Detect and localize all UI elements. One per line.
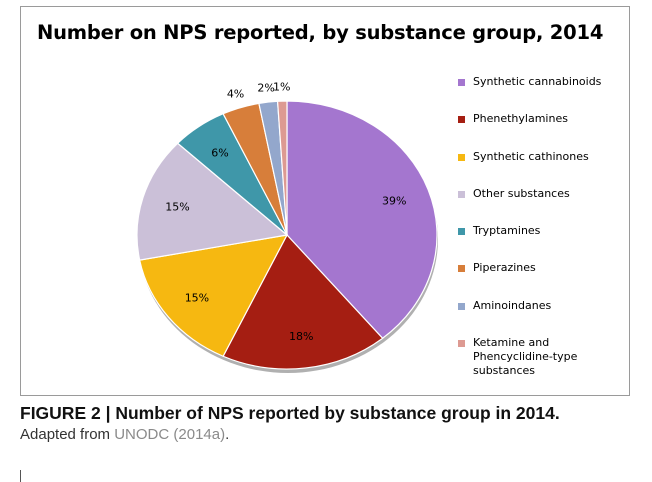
legend-swatch xyxy=(458,153,465,161)
legend: Synthetic cannabinoids Phenethylamines Syn… xyxy=(458,75,630,377)
pct-label-aminoindanes: 2% xyxy=(257,81,274,94)
legend-label: Piperazines xyxy=(473,261,536,275)
pct-label-tryptamines: 6% xyxy=(211,147,228,160)
legend-label: Synthetic cathinones xyxy=(473,149,589,163)
pie-slice-phenethylamines xyxy=(222,233,384,370)
legend-label: Synthetic cannabinoids xyxy=(473,75,602,88)
legend-item-aminoindanes: Aminoindanes xyxy=(458,299,630,336)
legend-label: Ketamine and Phencyclidine-type substanc… xyxy=(473,336,578,378)
legend-label: Aminoindanes xyxy=(473,298,552,312)
pct-label-synthetic-cannabinoids: 39% xyxy=(382,195,406,208)
legend-label: Tryptamines xyxy=(473,224,541,238)
legend-item-tryptamines: Tryptamines xyxy=(458,224,630,261)
chart-title: Number on NPS reported, by substance gro… xyxy=(37,21,604,44)
source-link[interactable]: UNODC (2014a) xyxy=(114,426,226,443)
legend-item-synthetic-cannabinoids: Synthetic cannabinoids xyxy=(458,75,630,112)
legend-item-other-substances: Other substances xyxy=(458,187,630,224)
legend-swatch xyxy=(458,265,465,273)
legend-label: Phenethylamines xyxy=(473,112,568,126)
pct-label-other-substances: 15% xyxy=(165,201,189,214)
caption-suffix: . xyxy=(225,426,230,443)
pie-slice-ketamine-and-phencyclidine-type-substances xyxy=(276,100,288,236)
pct-label-piperazines: 4% xyxy=(227,88,244,101)
legend-swatch xyxy=(458,340,465,348)
legend-item-piperazines: Piperazines xyxy=(458,261,630,298)
pct-label-synthetic-cathinones: 15% xyxy=(185,291,209,304)
legend-swatch xyxy=(458,190,465,198)
chart-frame: Number on NPS reported, by substance gro… xyxy=(20,6,630,396)
legend-swatch xyxy=(458,302,465,310)
legend-swatch xyxy=(458,79,465,86)
legend-swatch xyxy=(458,228,465,236)
pie-slice-synthetic-cannabinoids xyxy=(286,100,438,340)
legend-item-phenethylamines: Phenethylamines xyxy=(458,112,630,149)
left-rule xyxy=(20,470,21,482)
legend-item-synthetic-cathinones: Synthetic cathinones xyxy=(458,150,630,187)
legend-item-ketamine-and-phencyclidine-type-substances: Ketamine and Phencyclidine-type substanc… xyxy=(458,336,630,377)
pie-slice-synthetic-cathinones xyxy=(138,234,289,358)
pie-slice-other-substances xyxy=(136,142,289,261)
caption-source: Adapted from UNODC (2014a). xyxy=(20,424,640,446)
pct-label-phenethylamines: 18% xyxy=(289,330,313,343)
caption-prefix: Adapted from xyxy=(20,426,115,443)
caption-title: FIGURE 2 | Number of NPS reported by sub… xyxy=(20,403,560,423)
legend-label: Other substances xyxy=(473,186,570,200)
pct-label-ketamine-and-phencyclidine-type-substances: 1% xyxy=(273,80,290,93)
figure-caption: FIGURE 2 | Number of NPS reported by sub… xyxy=(20,402,640,446)
pie-chart: 39% 18% 15% 15% 6% 4% 2%1% xyxy=(136,80,438,373)
legend-swatch xyxy=(458,116,465,124)
